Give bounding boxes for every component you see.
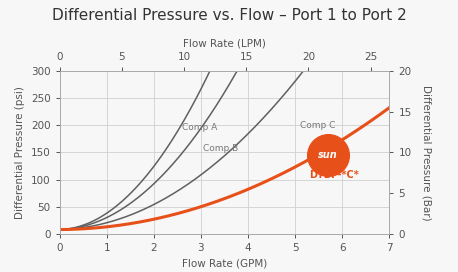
Text: Comp A: Comp A	[182, 123, 217, 132]
Text: DTBF-*C*: DTBF-*C*	[309, 170, 359, 180]
Point	[324, 153, 332, 157]
Text: Comp B: Comp B	[203, 144, 239, 153]
Y-axis label: Differential Pressure (psi): Differential Pressure (psi)	[15, 86, 25, 219]
Y-axis label: Differential Pressure (Bar): Differential Pressure (Bar)	[421, 85, 431, 220]
Text: sun: sun	[318, 150, 338, 160]
X-axis label: Flow Rate (LPM): Flow Rate (LPM)	[183, 38, 266, 48]
Text: Differential Pressure vs. Flow – Port 1 to Port 2: Differential Pressure vs. Flow – Port 1 …	[52, 8, 406, 23]
X-axis label: Flow Rate (GPM): Flow Rate (GPM)	[182, 258, 267, 268]
Text: Comp C: Comp C	[300, 120, 335, 130]
